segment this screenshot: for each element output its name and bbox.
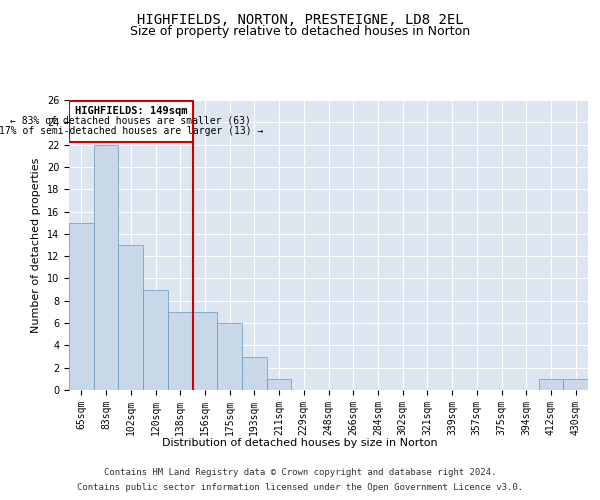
- Bar: [94, 144, 118, 390]
- Bar: [168, 312, 193, 390]
- Bar: [143, 290, 168, 390]
- Bar: [563, 379, 588, 390]
- Bar: [217, 323, 242, 390]
- Bar: [539, 379, 563, 390]
- Text: Contains HM Land Registry data © Crown copyright and database right 2024.: Contains HM Land Registry data © Crown c…: [104, 468, 496, 477]
- Text: ← 83% of detached houses are smaller (63): ← 83% of detached houses are smaller (63…: [10, 116, 251, 126]
- Bar: [193, 312, 217, 390]
- Bar: [267, 379, 292, 390]
- Y-axis label: Number of detached properties: Number of detached properties: [31, 158, 41, 332]
- Text: 17% of semi-detached houses are larger (13) →: 17% of semi-detached houses are larger (…: [0, 126, 263, 136]
- Bar: [69, 222, 94, 390]
- Text: HIGHFIELDS: 149sqm: HIGHFIELDS: 149sqm: [74, 106, 187, 116]
- Text: HIGHFIELDS, NORTON, PRESTEIGNE, LD8 2EL: HIGHFIELDS, NORTON, PRESTEIGNE, LD8 2EL: [137, 12, 463, 26]
- Text: Contains public sector information licensed under the Open Government Licence v3: Contains public sector information licen…: [77, 483, 523, 492]
- Bar: [118, 245, 143, 390]
- Bar: [242, 356, 267, 390]
- Text: Distribution of detached houses by size in Norton: Distribution of detached houses by size …: [162, 438, 438, 448]
- Text: Size of property relative to detached houses in Norton: Size of property relative to detached ho…: [130, 25, 470, 38]
- FancyBboxPatch shape: [69, 101, 193, 142]
